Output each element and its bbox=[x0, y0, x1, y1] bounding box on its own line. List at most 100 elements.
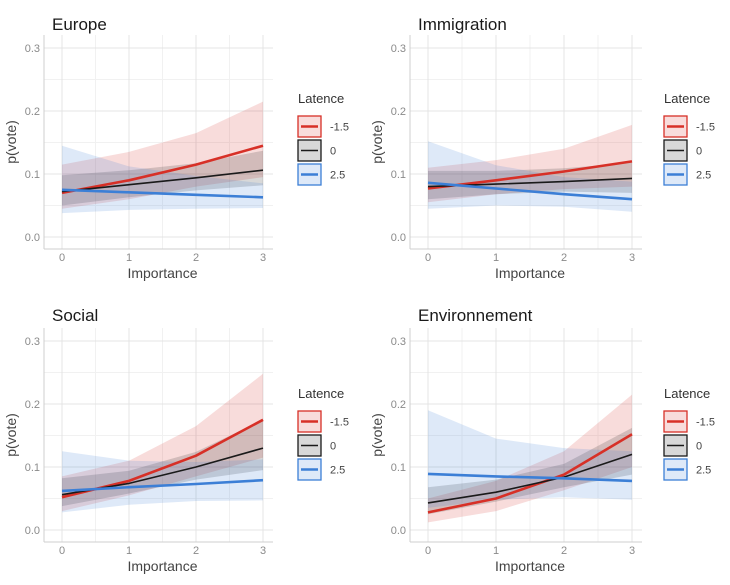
legend-label: 2.5 bbox=[330, 465, 345, 477]
y-axis-title: p(vote) bbox=[3, 120, 19, 164]
legend: Latence -1.5 0 2.5 bbox=[663, 386, 715, 481]
legend-label: 2.5 bbox=[696, 170, 711, 182]
x-tick-label: 1 bbox=[493, 545, 499, 557]
panel-social: 0.0 0.1 0.2 0.3 0 1 2 3 Social Importance p(vote) L… bbox=[3, 306, 349, 574]
series-line-1 bbox=[427, 453, 633, 504]
legend-key bbox=[663, 410, 688, 433]
x-tick-label: 2 bbox=[561, 545, 567, 557]
series-line-2 bbox=[61, 188, 264, 199]
legend-key bbox=[297, 434, 322, 457]
legend-label: 0 bbox=[696, 146, 702, 158]
x-tick-label: 2 bbox=[193, 545, 199, 557]
legend-key bbox=[663, 458, 688, 481]
legend-key bbox=[297, 410, 322, 433]
x-tick-label: 1 bbox=[126, 545, 132, 557]
series-line-2 bbox=[427, 181, 633, 201]
grid bbox=[410, 328, 642, 542]
legend-label: -1.5 bbox=[330, 122, 349, 134]
x-tick-label: 0 bbox=[59, 545, 65, 557]
ci-ribbon-series-0 bbox=[62, 101, 263, 209]
y-tick-label: 0.0 bbox=[25, 232, 40, 244]
panel-immigration: 0.0 0.1 0.2 0.3 0 1 2 3 Immigration Importance p(v… bbox=[369, 15, 715, 281]
y-tick-label: 0.2 bbox=[25, 106, 40, 118]
legend-label: 0 bbox=[330, 146, 336, 158]
legend-label: -1.5 bbox=[330, 417, 349, 429]
legend-key bbox=[663, 139, 688, 162]
x-axis-title: Importance bbox=[495, 558, 565, 574]
series-line-1 bbox=[61, 169, 264, 193]
y-tick-label: 0.2 bbox=[391, 106, 406, 118]
y-tick-label: 0.3 bbox=[391, 43, 406, 55]
x-tick-label: 3 bbox=[260, 545, 266, 557]
y-tick-label: 0.3 bbox=[391, 336, 406, 348]
grid bbox=[44, 35, 273, 249]
y-tick-label: 0.0 bbox=[391, 525, 406, 537]
legend-key bbox=[663, 163, 688, 186]
legend-label: 0 bbox=[330, 441, 336, 453]
y-axis-title: p(vote) bbox=[369, 120, 385, 164]
grid bbox=[44, 328, 273, 542]
x-tick-label: 3 bbox=[260, 252, 266, 264]
y-tick-label: 0.3 bbox=[25, 336, 40, 348]
x-tick-label: 2 bbox=[193, 252, 199, 264]
panel-title: Environnement bbox=[418, 306, 533, 325]
legend-label: 2.5 bbox=[330, 170, 345, 182]
series-line-2 bbox=[61, 478, 264, 493]
legend-label: 0 bbox=[696, 441, 702, 453]
x-axis-title: Importance bbox=[127, 265, 197, 281]
x-tick-label: 3 bbox=[629, 545, 635, 557]
panel-title: Social bbox=[52, 306, 98, 325]
legend-key bbox=[297, 458, 322, 481]
legend-key bbox=[663, 434, 688, 457]
legend-title: Latence bbox=[298, 91, 344, 106]
x-tick-label: 0 bbox=[425, 545, 431, 557]
legend-title: Latence bbox=[298, 386, 344, 401]
y-tick-label: 0.1 bbox=[25, 169, 40, 181]
x-tick-label: 3 bbox=[629, 252, 635, 264]
legend: Latence -1.5 0 2.5 bbox=[297, 386, 349, 481]
x-tick-label: 1 bbox=[126, 252, 132, 264]
legend-key bbox=[297, 139, 322, 162]
x-tick-label: 1 bbox=[493, 252, 499, 264]
legend-title: Latence bbox=[664, 91, 710, 106]
series-line-0 bbox=[427, 433, 633, 514]
y-tick-label: 0.0 bbox=[25, 525, 40, 537]
y-tick-label: 0.2 bbox=[391, 399, 406, 411]
ci-ribbon-series-1 bbox=[428, 427, 632, 515]
legend-key bbox=[297, 163, 322, 186]
y-tick-label: 0.1 bbox=[391, 462, 406, 474]
y-tick-label: 0.1 bbox=[391, 169, 406, 181]
y-tick-label: 0.1 bbox=[25, 462, 40, 474]
legend: Latence -1.5 0 2.5 bbox=[663, 91, 715, 186]
legend-key bbox=[297, 115, 322, 138]
legend: Latence -1.5 0 2.5 bbox=[297, 91, 349, 186]
legend-label: -1.5 bbox=[696, 417, 715, 429]
series-line-0 bbox=[61, 144, 264, 195]
x-tick-label: 2 bbox=[561, 252, 567, 264]
grid bbox=[410, 35, 642, 249]
y-axis-title: p(vote) bbox=[3, 413, 19, 457]
panel-title: Immigration bbox=[418, 15, 507, 34]
y-axis-title: p(vote) bbox=[369, 413, 385, 457]
y-tick-label: 0.0 bbox=[391, 232, 406, 244]
panel-europe: 0.0 0.1 0.2 0.3 0 1 2 3 Europe Importance p(vote) L… bbox=[3, 15, 349, 281]
legend-label: -1.5 bbox=[696, 122, 715, 134]
x-tick-label: 0 bbox=[59, 252, 65, 264]
y-tick-label: 0.2 bbox=[25, 399, 40, 411]
legend-title: Latence bbox=[664, 386, 710, 401]
y-tick-label: 0.3 bbox=[25, 43, 40, 55]
x-tick-label: 0 bbox=[425, 252, 431, 264]
series-line-2 bbox=[427, 472, 633, 483]
ci-ribbon-series-0 bbox=[428, 394, 632, 523]
panel-title: Europe bbox=[52, 15, 107, 34]
x-axis-title: Importance bbox=[127, 558, 197, 574]
ci-ribbon-series-2 bbox=[62, 451, 263, 513]
legend-label: 2.5 bbox=[696, 465, 711, 477]
x-axis-title: Importance bbox=[495, 265, 565, 281]
panel-environnement: 0.0 0.1 0.2 0.3 0 1 2 3 Environnement Importance p… bbox=[369, 306, 715, 574]
ci-ribbon-series-0 bbox=[62, 373, 263, 512]
ci-ribbon-series-2 bbox=[428, 410, 632, 508]
legend-key bbox=[663, 115, 688, 138]
ci-ribbon-series-1 bbox=[428, 162, 632, 200]
